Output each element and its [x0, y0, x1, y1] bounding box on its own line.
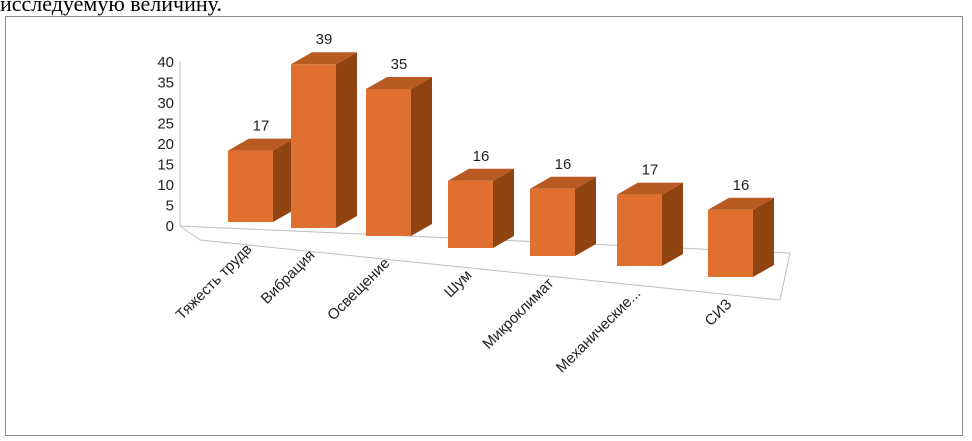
y-tick-label: 15	[157, 157, 174, 174]
category-label: СИЗ	[702, 296, 736, 330]
y-tick-label: 30	[157, 95, 174, 112]
data-label: 39	[316, 31, 333, 48]
y-tick-label: 10	[157, 177, 174, 194]
y-tick-label: 20	[157, 136, 174, 153]
floor-front-line	[199, 239, 781, 301]
floor-right-line	[779, 252, 791, 301]
bar-top	[291, 52, 357, 65]
bar-side	[273, 138, 294, 222]
y-tick-label: 0	[166, 218, 174, 235]
bar-top	[448, 168, 514, 181]
bar-side	[575, 176, 596, 256]
category-label: Микроклимат	[479, 275, 557, 353]
data-label: 16	[473, 148, 490, 165]
data-label: 35	[391, 56, 408, 73]
bar-side	[336, 52, 357, 229]
bar-top	[617, 182, 683, 195]
bar-top	[530, 176, 596, 189]
bar-side	[662, 182, 683, 266]
bar-top	[228, 138, 294, 151]
data-label: 17	[642, 162, 659, 179]
category-label: Механические...	[553, 285, 645, 377]
bar-front	[617, 194, 662, 266]
data-label: 17	[253, 118, 270, 135]
y-tick-label: 40	[157, 54, 174, 71]
bar-front	[291, 64, 336, 228]
y-tick-label: 5	[166, 198, 174, 215]
bar-front	[708, 209, 753, 277]
bar-front	[366, 89, 411, 236]
bar-side	[411, 77, 432, 236]
category-label: Тяжесть трудв	[173, 241, 256, 324]
bar-side	[493, 168, 514, 248]
caption-text: исследуемую величину.	[0, 0, 222, 16]
y-tick-label: 35	[157, 75, 174, 92]
y-tick-label: 25	[157, 116, 174, 133]
data-label: 16	[733, 177, 750, 194]
category-label: Вибрация	[258, 247, 319, 308]
bar-top	[708, 197, 774, 210]
category-label: Освещение	[324, 255, 393, 324]
bar-top	[366, 77, 432, 89]
bar-front	[530, 188, 575, 256]
category-label: Шум	[441, 267, 475, 301]
bar-side	[753, 197, 774, 277]
data-label: 16	[555, 156, 572, 173]
bar-front	[228, 150, 273, 222]
floor-left-line	[179, 225, 201, 241]
bar-front	[448, 180, 493, 248]
